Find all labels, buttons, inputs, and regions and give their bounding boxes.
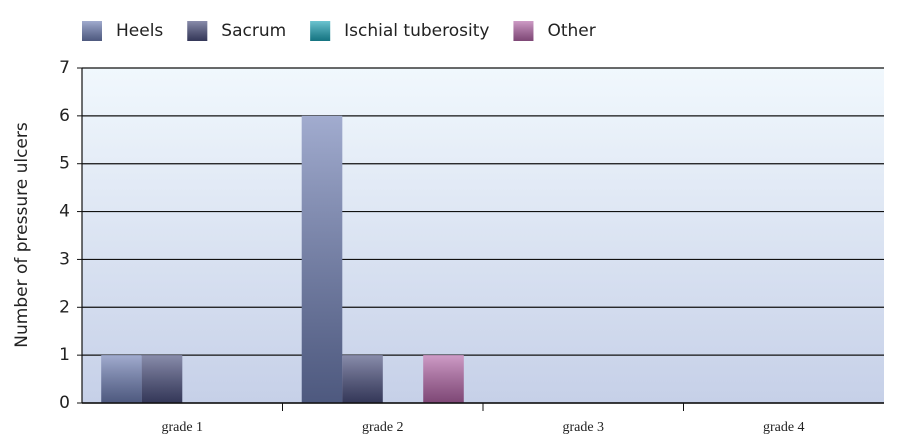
legend-swatch-shade [513,21,534,41]
legend-swatch-shade [82,21,102,41]
bar-shade [423,355,464,403]
legend-label: Ischial tuberosity [344,21,489,41]
legend-swatch-shade [187,21,208,41]
bar-shade [301,115,343,403]
y-tick-label: 4 [59,202,70,222]
bar-shade [342,355,383,403]
legend-swatch-shade [310,21,331,41]
x-tick-label: grade 4 [763,420,805,435]
x-tick-label: grade 1 [161,420,203,435]
y-tick-label: 5 [59,154,70,174]
x-tick-label: grade 3 [562,420,604,435]
y-tick-label: 0 [59,393,70,413]
y-axis-label: Number of pressure ulcers [12,122,32,348]
y-tick-label: 7 [59,58,70,78]
y-tick-label: 6 [59,106,70,126]
y-tick-label: 2 [59,297,70,317]
bar-shade [141,355,183,403]
legend-label: Other [547,21,595,41]
y-tick-label: 3 [59,249,70,269]
legend-label: Heels [116,21,163,41]
plot-area [82,68,884,403]
y-tick-label: 1 [59,345,70,365]
bar-shade [101,355,142,403]
x-tick-label: grade 2 [362,420,404,435]
legend-label: Sacrum [221,21,286,41]
